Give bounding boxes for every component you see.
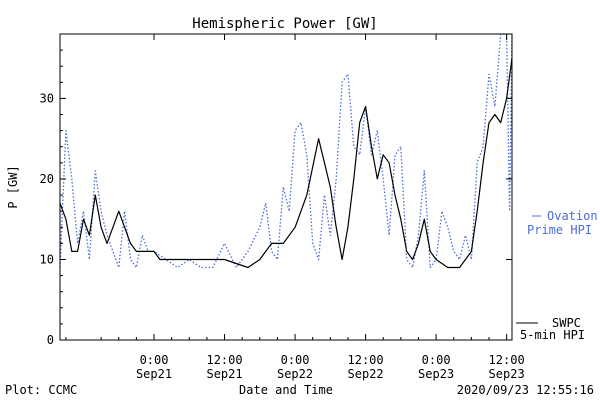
x-tick-date-label: Sep22: [348, 367, 384, 381]
x-tick-date-label: Sep22: [277, 367, 313, 381]
x-tick-time-label: 12:00: [206, 353, 242, 367]
x-tick-time-label: 0:00: [140, 353, 169, 367]
x-tick-date-label: Sep21: [206, 367, 242, 381]
y-tick-label: 30: [40, 91, 54, 105]
ovation-prime-line: [59, 33, 513, 269]
x-tick-date-label: Sep23: [489, 367, 525, 381]
x-tick-time-label: 12:00: [348, 353, 384, 367]
x-axis-ticks: 0:00Sep2112:00Sep210:00Sep2212:00Sep220:…: [65, 34, 525, 381]
x-tick-time-label: 12:00: [489, 353, 525, 367]
x-axis-label: Date and Time: [239, 383, 333, 397]
plot-frame: [59, 33, 513, 341]
swpc-series-layer: [59, 58, 513, 269]
legend-swpc: SWPC 5-min HPI: [516, 316, 585, 342]
y-tick-label: 20: [40, 172, 54, 186]
plot-timestamp: 2020/09/23 12:55:16: [457, 383, 594, 397]
x-tick-date-label: Sep23: [418, 367, 454, 381]
x-tick-date-label: Sep21: [136, 367, 172, 381]
swpc-hpi-line: [59, 58, 513, 269]
y-axis-ticks: 0 10 20 30: [40, 49, 512, 347]
x-tick-time-label: 0:00: [422, 353, 451, 367]
legend-ovation-line2: Prime HPI: [527, 223, 592, 237]
legend-ovation: Ovation Prime HPI: [527, 209, 598, 237]
x-tick-time-label: 0:00: [281, 353, 310, 367]
legend-swpc-line2: 5-min HPI: [520, 328, 585, 342]
legend-swpc-line1: SWPC: [552, 316, 581, 330]
y-tick-label: 0: [47, 333, 54, 347]
y-tick-label: 10: [40, 252, 54, 266]
y-axis-label: P [GW]: [6, 165, 20, 208]
plot-credit: Plot: CCMC: [5, 383, 77, 397]
legend-ovation-line1: Ovation: [547, 209, 598, 223]
ovation-series-layer: [59, 33, 513, 269]
chart-title: Hemispheric Power [GW]: [192, 16, 377, 32]
